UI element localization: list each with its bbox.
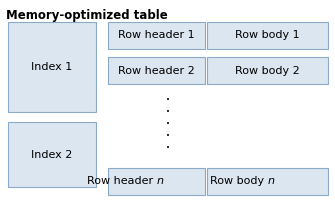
Text: Row header 1: Row header 1 xyxy=(118,30,195,40)
Text: •: • xyxy=(166,121,170,127)
Text: Row body 1: Row body 1 xyxy=(235,30,300,40)
Text: •: • xyxy=(166,97,170,103)
Bar xyxy=(108,22,205,49)
Text: •: • xyxy=(166,133,170,139)
Text: Row header 2: Row header 2 xyxy=(118,66,195,75)
Bar xyxy=(8,122,96,187)
Text: Memory-optimized table: Memory-optimized table xyxy=(6,9,168,22)
Text: Row body 2: Row body 2 xyxy=(235,66,300,75)
Text: Row body: Row body xyxy=(210,176,268,186)
Text: •: • xyxy=(166,145,170,151)
Text: n: n xyxy=(156,176,163,186)
Bar xyxy=(207,57,328,84)
Bar xyxy=(207,168,328,195)
Text: n: n xyxy=(268,176,274,186)
Bar xyxy=(108,57,205,84)
Bar xyxy=(108,168,205,195)
Bar xyxy=(8,22,96,112)
Bar xyxy=(207,22,328,49)
Text: Row header: Row header xyxy=(87,176,156,186)
Text: •: • xyxy=(166,109,170,115)
Text: Index 2: Index 2 xyxy=(31,150,73,160)
Text: Index 1: Index 1 xyxy=(31,62,73,72)
